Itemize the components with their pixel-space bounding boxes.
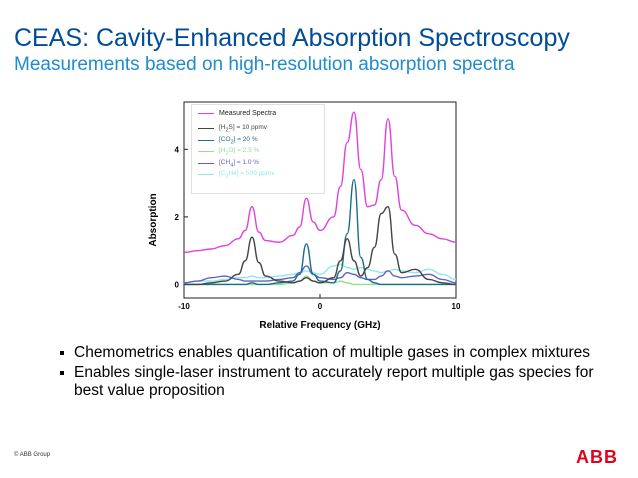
legend-item: Measured Spectra (192, 108, 324, 119)
y-tick-label: 2 (175, 213, 180, 222)
y-tick-label: 4 (175, 145, 180, 154)
abb-logo: ABB (576, 447, 618, 467)
legend-label: [H2S] = 10 ppmv (219, 124, 267, 134)
slide-subtitle: Measurements based on high-resolution ab… (14, 54, 515, 75)
legend-label: [C2H4] = 500 ppmv (219, 170, 275, 180)
legend-swatch (198, 174, 214, 176)
bullet-list: Chemometrics enables quantification of m… (60, 344, 600, 402)
slide-title: CEAS: Cavity-Enhanced Absorption Spectro… (14, 24, 570, 52)
x-axis-label: Relative Frequency (GHz) (259, 320, 380, 331)
bullet-item: Enables single-laser instrument to accur… (60, 364, 600, 400)
series-line-h2s-10-ppmv (183, 206, 457, 286)
chart-plot: 0 2 4 -10 0 10 Relative Frequency (GHz) Absorpt… (148, 101, 461, 331)
legend-item: [CO2] = 20 % (192, 135, 324, 146)
chart-legend: Measured Spectra [H2S] = 10 ppmv [CO2] = 2… (191, 104, 325, 194)
legend-swatch (198, 139, 214, 141)
x-tick-label: -10 (178, 302, 190, 311)
series-line-ch4-1-0 (183, 265, 457, 284)
legend-swatch (198, 151, 214, 153)
x-tick-label: 10 (452, 302, 461, 311)
legend-label: Measured Spectra (219, 109, 277, 117)
series-line-co2-20 (183, 179, 456, 286)
y-tick-label: 0 (175, 280, 180, 289)
y-axis-label: Absorption (148, 193, 159, 246)
legend-label: [CO2] = 20 % (219, 135, 258, 145)
legend-swatch (198, 162, 214, 164)
legend-item: [C2H4] = 500 ppmv (192, 170, 324, 181)
series-line-measured-spectra (183, 111, 457, 254)
absorption-chart: 0 2 4 -10 0 10 Relative Frequency (GHz) Absorpt… (136, 98, 476, 336)
legend-label: [H2O] = 2.5 % (219, 147, 260, 157)
series-line-c2h4-500-ppmv (183, 263, 457, 284)
legend-swatch (198, 112, 214, 114)
footer-copyright: © ABB Group (14, 452, 51, 458)
legend-item: [H2S] = 10 ppmv (192, 124, 324, 135)
legend-label: [CH4] = 1.0 % (219, 158, 260, 168)
legend-item: [CH4] = 1.0 % (192, 158, 324, 169)
legend-item: [H2O] = 2.5 % (192, 147, 324, 158)
bullet-item: Chemometrics enables quantification of m… (60, 344, 600, 362)
legend-swatch (198, 128, 214, 130)
x-tick-label: 0 (318, 302, 323, 311)
